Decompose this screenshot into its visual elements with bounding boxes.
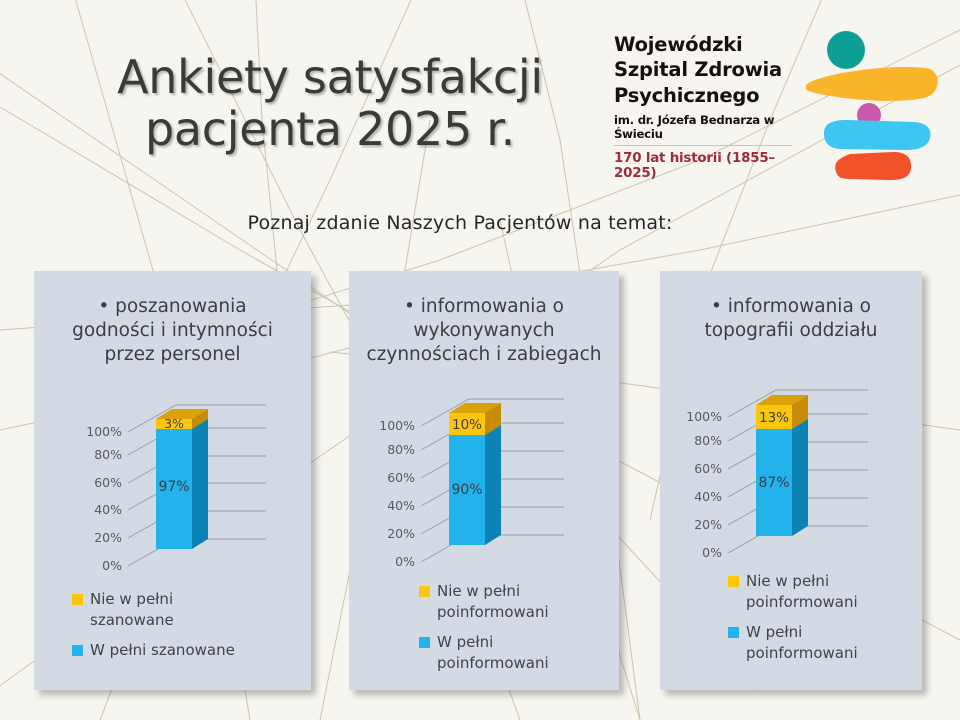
chart-2-bar-yellow xyxy=(449,403,501,435)
chart-2-ytick-20: 20% xyxy=(387,526,415,541)
legend-label: W pełni poinformowani xyxy=(437,632,549,672)
chart-1-bar-yellow xyxy=(156,409,208,429)
logo-patron: im. dr. Józefa Bednarza w Świeciu xyxy=(614,113,775,142)
slide-title: Ankiety satysfakcji pacjenta 2025 r. xyxy=(117,50,543,156)
logo-divider xyxy=(614,145,792,147)
panel-2-title: • informowania o wykonywanych czynnościa… xyxy=(366,296,602,366)
chart-panel-1: • poszanowania godności i intymności prz… xyxy=(34,271,311,690)
legend-swatch-blue-icon xyxy=(419,636,430,648)
logo-name: Wojewódzki Szpital Zdrowia Psychicznego xyxy=(614,33,782,107)
legend-item[interactable]: W pełni szanowane xyxy=(72,640,235,661)
chart-panel-2: • informowania o wykonywanych czynnościa… xyxy=(349,271,619,690)
legend-swatch-yellow-icon xyxy=(419,586,430,597)
logo-teal-circle xyxy=(827,31,865,69)
chart-1-legend: Nie w pełni szanowane W pełni szanowane xyxy=(72,589,235,669)
chart-3-bar-yellow xyxy=(756,395,808,429)
chart-2-ytick-80: 80% xyxy=(387,442,415,457)
legend-label: Nie w pełni szanowane xyxy=(90,590,174,630)
chart-1-ytick-100: 100% xyxy=(86,424,122,439)
chart-2-ytick-60: 60% xyxy=(387,470,415,485)
legend-item[interactable]: Nie w pełni szanowane xyxy=(72,589,235,632)
chart-3-ytick-60: 60% xyxy=(694,461,722,476)
chart-3-bar-blue xyxy=(756,419,808,536)
panel-1-title: • poszanowania godności i intymności prz… xyxy=(72,296,273,366)
chart-2-ytick-100: 100% xyxy=(379,418,415,433)
chart-1-ytick-40: 40% xyxy=(94,502,122,517)
chart-3-label-blue: 87% xyxy=(758,475,789,491)
chart-1-ytick-20: 20% xyxy=(94,530,122,545)
legend-label: W pełni poinformowani xyxy=(746,622,858,662)
logo-anniversary: 170 lat historii (1855–2025) xyxy=(614,151,775,182)
slide-subtitle: Poznaj zdanie Naszych Pacjentów na temat… xyxy=(247,212,673,234)
legend-label: W pełni szanowane xyxy=(90,640,235,659)
legend-label: Nie w pełni poinformowani xyxy=(437,582,549,622)
chart-2-ytick-40: 40% xyxy=(387,498,415,513)
chart-2-ytick-0: 0% xyxy=(395,554,415,569)
chart-3-ytick-0: 0% xyxy=(702,545,722,560)
chart-1-ytick-60: 60% xyxy=(94,475,122,490)
chart-3-ytick-100: 100% xyxy=(686,409,722,424)
chart-1-label-yellow: 3% xyxy=(164,416,184,431)
legend-swatch-yellow-icon xyxy=(72,594,83,605)
logo-mark-icon xyxy=(805,31,938,180)
chart-3-label-yellow: 13% xyxy=(759,410,789,426)
logo-yellow-blob xyxy=(805,66,938,101)
chart-2-label-blue: 90% xyxy=(451,482,482,498)
chart-1-ytick-80: 80% xyxy=(94,447,122,462)
chart-2-label-yellow: 10% xyxy=(452,417,482,433)
chart-1-graphic: 100% 80% 60% 40% 20% 0% 3% 97% xyxy=(86,404,266,573)
legend-item[interactable]: Nie w pełni poinformowani xyxy=(419,581,549,624)
chart-2-legend: Nie w pełni poinformowani W pełni poinfo… xyxy=(419,581,549,682)
legend-swatch-blue-icon xyxy=(728,626,739,638)
chart-1-label-blue: 97% xyxy=(158,479,189,495)
logo-blue-blob xyxy=(824,120,931,150)
logo-text-block: Wojewódzki Szpital Zdrowia Psychicznego … xyxy=(614,32,814,181)
hospital-logo: Wojewódzki Szpital Zdrowia Psychicznego … xyxy=(614,28,944,181)
legend-item[interactable]: W pełni poinformowani xyxy=(728,622,858,665)
chart-panel-3: • informowania o topografii oddziału 100… xyxy=(660,271,922,690)
chart-1-ytick-0: 0% xyxy=(102,558,122,573)
chart-3-ytick-40: 40% xyxy=(694,489,722,504)
chart-3-graphic: 100% 80% 60% 40% 20% 0% 13% 87% xyxy=(686,389,868,560)
legend-item[interactable]: Nie w pełni poinformowani xyxy=(728,571,858,614)
panel-3-title: • informowania o topografii oddziału xyxy=(704,296,878,342)
chart-3-legend: Nie w pełni poinformowani W pełni poinfo… xyxy=(728,571,858,672)
legend-swatch-blue-icon xyxy=(72,644,83,656)
legend-label: Nie w pełni poinformowani xyxy=(746,572,858,612)
legend-item[interactable]: W pełni poinformowani xyxy=(419,632,549,675)
chart-2-graphic: 100% 80% 60% 40% 20% 0% 10% 90% xyxy=(379,398,564,569)
legend-swatch-yellow-icon xyxy=(728,576,739,587)
chart-3-ytick-80: 80% xyxy=(694,433,722,448)
logo-orange-blob xyxy=(835,152,912,180)
chart-3-ytick-20: 20% xyxy=(694,517,722,532)
